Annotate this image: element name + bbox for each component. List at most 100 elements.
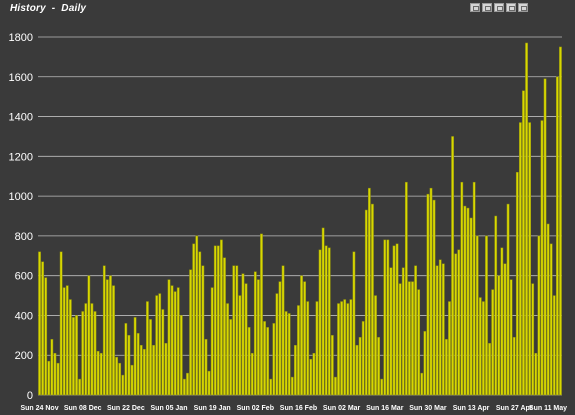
bar [537, 235, 541, 396]
bar [275, 293, 279, 396]
bar [207, 370, 211, 396]
bar [371, 203, 374, 396]
bar [158, 293, 162, 396]
x-tick-label: Sun 02 Mar [323, 405, 361, 412]
bar [201, 265, 205, 396]
bar [361, 321, 365, 396]
y-tick-label: 1200 [9, 151, 33, 163]
bar [164, 343, 168, 396]
y-tick-label: 1400 [9, 112, 33, 124]
bar [383, 239, 387, 396]
y-tick-label: 1000 [9, 191, 33, 203]
bar [485, 235, 488, 396]
x-tick-label: Sun 02 Feb [237, 405, 274, 412]
bar [312, 352, 316, 396]
bar [294, 345, 297, 396]
bar [53, 352, 57, 396]
y-tick-label: 1600 [9, 72, 33, 84]
table-view-icon[interactable] [506, 3, 516, 12]
bar [423, 331, 427, 396]
bar [78, 378, 81, 396]
bar [441, 263, 445, 396]
bar [318, 249, 322, 396]
bar [380, 378, 384, 396]
bar [50, 339, 54, 396]
bar [198, 251, 202, 396]
bar [525, 42, 528, 396]
bar [352, 251, 356, 396]
chart-view-icon[interactable] [470, 3, 480, 12]
bar [395, 243, 399, 396]
bar [96, 350, 100, 396]
bar [337, 303, 340, 396]
x-tick-label: Sun 16 Feb [280, 405, 317, 412]
bar [509, 279, 513, 396]
bar [321, 227, 325, 396]
bar [500, 247, 504, 396]
bar [213, 245, 217, 396]
bar [195, 235, 199, 396]
bar [497, 275, 501, 396]
bar [475, 235, 479, 396]
bar [115, 356, 118, 396]
bar [183, 378, 186, 396]
bar [146, 301, 149, 396]
bar [346, 303, 350, 396]
bar [59, 251, 63, 396]
y-tick-label: 200 [15, 350, 33, 362]
bar [515, 171, 519, 396]
bar [482, 301, 485, 396]
bar [281, 265, 285, 396]
bar [401, 267, 405, 396]
bar [478, 297, 482, 396]
bar [155, 295, 159, 396]
x-tick-label: Sun 13 Apr [453, 405, 490, 412]
bar [315, 301, 319, 396]
bar [549, 243, 553, 396]
bar [556, 76, 559, 396]
bar [269, 378, 273, 396]
bar [130, 364, 134, 396]
bar [232, 265, 236, 396]
bar [179, 315, 183, 396]
x-tick-label: Sun 27 Apr [496, 405, 533, 412]
bar [543, 78, 547, 396]
export-icon[interactable] [518, 3, 528, 12]
bar [398, 283, 402, 396]
bar [69, 299, 72, 396]
bar [133, 317, 137, 396]
bar [364, 209, 368, 396]
bar [118, 362, 122, 396]
bar [454, 253, 458, 396]
bar [411, 281, 414, 396]
bar [62, 287, 66, 396]
bar [377, 337, 380, 396]
bar [438, 259, 442, 396]
bar [389, 267, 393, 396]
bar [173, 291, 177, 396]
bar-chart-icon[interactable] [482, 3, 492, 12]
bar [47, 360, 51, 396]
bar [266, 327, 269, 396]
line-chart-icon[interactable] [494, 3, 504, 12]
bar [432, 199, 436, 396]
bar [340, 301, 343, 396]
bar [435, 265, 439, 396]
bar [309, 358, 313, 396]
bar [204, 339, 208, 396]
bar [324, 245, 328, 396]
bar [284, 311, 288, 396]
bar [250, 352, 254, 396]
bar [331, 335, 334, 396]
bar [226, 303, 229, 396]
bar [392, 245, 396, 396]
bar [451, 136, 454, 396]
bar [247, 327, 251, 396]
x-axis: Sun 24 Nov Sun 08 Dec Sun 22 Dec Sun 05 Jan… [20, 405, 567, 412]
bar [192, 243, 196, 396]
bar [121, 374, 125, 396]
bar [112, 285, 115, 396]
bar [297, 305, 300, 396]
y-tick-label: 600 [15, 271, 33, 283]
x-tick-label: Sun 24 Nov [20, 405, 58, 412]
